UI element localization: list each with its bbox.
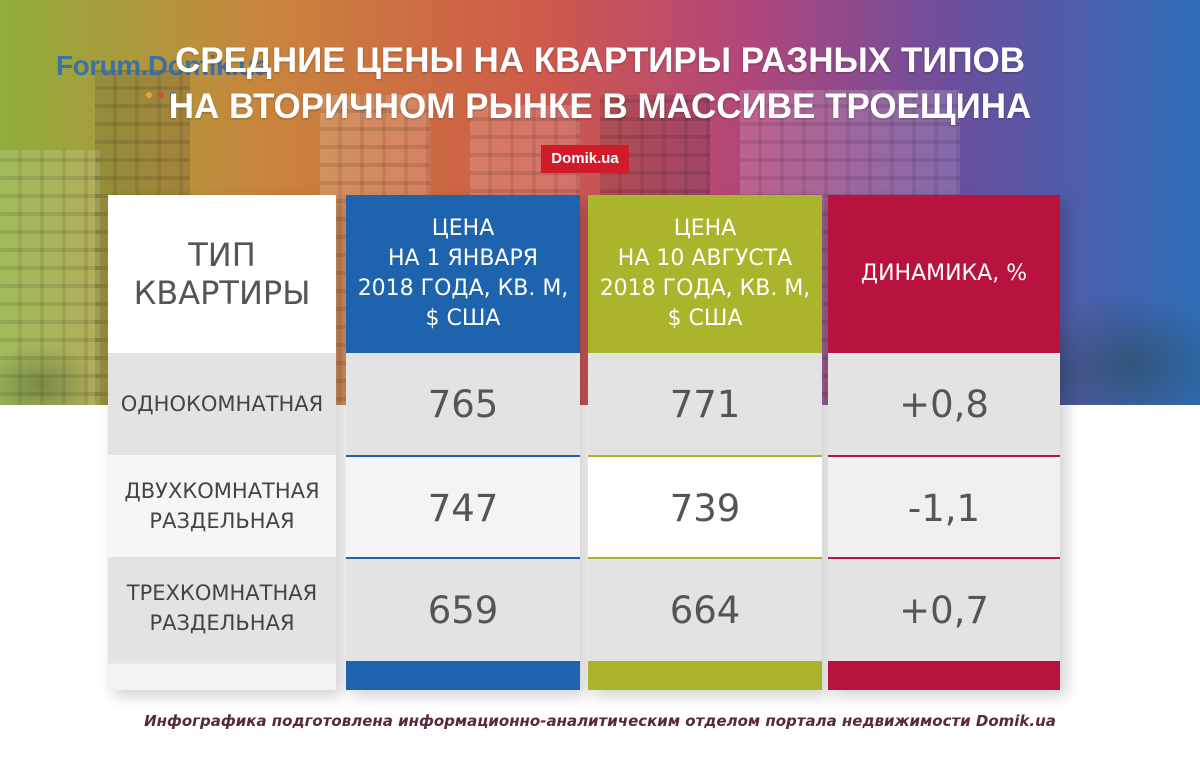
header-change-line: ДИНАМИКА, % [860,261,1028,286]
header-jan-line: ЦЕНА [431,216,495,241]
header-type-line: КВАРТИРЫ [133,274,311,312]
header-aug-line: $ США [667,306,743,331]
source-badge: Domik.ua [541,145,629,173]
watermark-logo: Forum.Domik.ua [56,50,270,81]
value-change-1room: +0,8 [828,353,1060,455]
header-aug-line: ЦЕНА [673,216,737,241]
row-label: ДВУХКОМНАТНАЯ РАЗДЕЛЬНАЯ [108,455,336,557]
value-change-2room: -1,1 [828,457,1060,559]
row-label-line: РАЗДЕЛЬНАЯ [149,611,295,635]
row-label-line: РАЗДЕЛЬНАЯ [149,509,295,533]
column-type: ТИП КВАРТИРЫ ОДНОКОМНАТНАЯ ДВУХКОМНАТНАЯ… [108,195,336,690]
row-label: ОДНОКОМНАТНАЯ [108,353,336,455]
row-label: ТРЕХКОМНАТНАЯ РАЗДЕЛЬНАЯ [108,557,336,659]
header-jan-line: НА 1 ЯНВАРЯ [387,246,539,271]
logo-dots-icon [146,92,206,100]
value-aug-3room: 664 [588,559,822,661]
value-jan-1room: 765 [346,353,580,455]
header-change: ДИНАМИКА, % [828,195,1060,353]
header-price-jan: ЦЕНА НА 1 ЯНВАРЯ 2018 ГОДА, КВ. М, $ США [346,195,580,353]
column-price-jan: ЦЕНА НА 1 ЯНВАРЯ 2018 ГОДА, КВ. М, $ США… [346,195,580,690]
value-aug-1room: 771 [588,353,822,455]
row-label-line: ТРЕХКОМНАТНАЯ [126,581,318,605]
row-label-line: ДВУХКОМНАТНАЯ [124,479,320,503]
row-label-line: ОДНОКОМНАТНАЯ [120,392,324,416]
chart-title-line-1: СРЕДНИЕ ЦЕНЫ НА КВАРТИРЫ РАЗНЫХ ТИПОВ [174,41,1026,80]
column-price-aug: ЦЕНА НА 10 АВГУСТА 2018 ГОДА, КВ. М, $ С… [588,195,822,690]
value-aug-2room: 739 [588,457,822,559]
value-change-3room: +0,7 [828,559,1060,661]
value-jan-2room: 747 [346,457,580,559]
header-aug-line: НА 10 АВГУСТА [617,246,793,271]
header-aug-line: 2018 ГОДА, КВ. М, [599,276,811,301]
chart-title-line-2: НА ВТОРИЧНОМ РЫНКЕ В МАССИВЕ ТРОЕЩИНА [168,87,1032,126]
column-change: ДИНАМИКА, % +0,8 -1,1 +0,7 [828,195,1060,690]
header-jan-line: $ США [425,306,501,331]
header-type: ТИП КВАРТИРЫ [108,195,336,353]
header-price-aug: ЦЕНА НА 10 АВГУСТА 2018 ГОДА, КВ. М, $ С… [588,195,822,353]
footer-credit: Инфографика подготовлена информационно-а… [144,712,1056,730]
value-jan-3room: 659 [346,559,580,661]
header-jan-line: 2018 ГОДА, КВ. М, [357,276,569,301]
header-type-line: ТИП [188,236,256,274]
